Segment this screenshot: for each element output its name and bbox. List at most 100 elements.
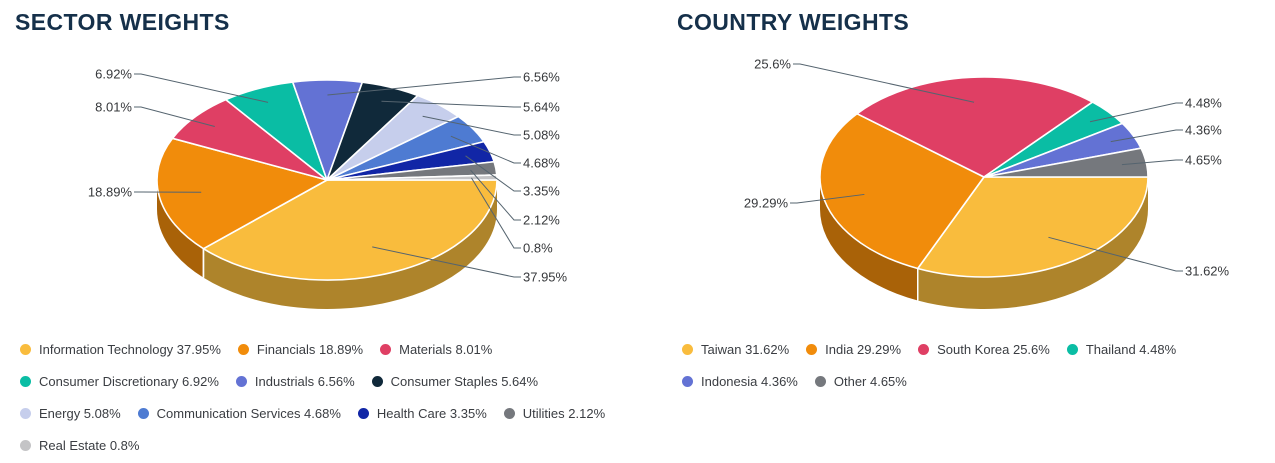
legend-item-materials[interactable]: Materials 8.01% — [380, 342, 492, 357]
legend-marker-materials — [380, 343, 392, 355]
legend-label: Materials 8.01% — [399, 341, 493, 357]
legend-marker-indonesia — [682, 375, 693, 387]
slice-value-label-health-care: 3.35% — [523, 184, 560, 199]
slice-value-label-information-technology: 37.95% — [523, 270, 568, 285]
legend-label: Consumer Staples 5.64% — [390, 373, 539, 389]
slice-value-label-consumer-staples: 5.64% — [523, 100, 560, 115]
legend-marker-energy — [20, 407, 31, 419]
slice-value-label-materials: 8.01% — [95, 100, 132, 115]
pie-slice-side-financials — [157, 180, 204, 278]
slice-value-label-india: 29.29% — [744, 196, 789, 211]
callout-line-materials — [134, 106, 215, 127]
slice-value-label-thailand: 4.48% — [1185, 96, 1222, 111]
slice-value-label-energy: 5.08% — [523, 128, 560, 143]
legend-label: South Korea 25.6% — [937, 341, 1050, 357]
slice-value-label-indonesia: 4.36% — [1185, 123, 1222, 138]
slice-value-label-real-estate: 0.8% — [523, 241, 553, 256]
legend-label: Health Care 3.35% — [376, 405, 487, 421]
callout-line-consumer-staples — [381, 100, 521, 108]
legend-marker-information-technology — [20, 343, 31, 355]
legend-marker-consumer-staples — [371, 375, 383, 387]
callout-line-utilities — [470, 169, 521, 221]
legend-label: Thailand 4.48% — [1085, 341, 1177, 357]
pie-slice-real-estate[interactable] — [326, 174, 498, 181]
legend-label: Consumer Discretionary 6.92% — [39, 373, 219, 389]
pie-slice-india[interactable] — [819, 112, 985, 270]
legend-marker-industrials — [235, 375, 247, 387]
legend-item-utilities[interactable]: Utilities 2.12% — [503, 405, 606, 421]
legend-item-india[interactable]: India 29.29% — [806, 342, 901, 357]
legend-label: Information Technology 37.95% — [39, 341, 221, 357]
legend-row: Information Technology 37.95% Financials … — [20, 339, 605, 359]
legend-row: Energy 5.08% Communication Services 4.68%… — [20, 403, 605, 423]
legend-item-taiwan[interactable]: Taiwan 31.62% — [682, 342, 789, 357]
legend-row: Indonesia 4.36% Other 4.65% — [682, 371, 1176, 391]
pie-slice-south-korea[interactable] — [856, 76, 1094, 178]
callout-line-south-korea — [793, 63, 975, 103]
pie-slice-information-technology[interactable] — [202, 179, 498, 281]
callout-line-india — [790, 193, 865, 204]
legend-item-energy[interactable]: Energy 5.08% — [20, 406, 121, 421]
country-pie-chart: 31.62% 29.29% 25.6% 4.48% 4.36% 4.65% — [744, 57, 1230, 309]
legend-marker-thailand — [1066, 343, 1078, 355]
legend-label: Industrials 6.56% — [254, 373, 355, 389]
slice-value-label-communication-services: 4.68% — [523, 156, 560, 171]
callout-line-indonesia — [1110, 129, 1183, 143]
legend-label: Communication Services 4.68% — [156, 405, 341, 421]
legend-marker-financials — [237, 343, 249, 355]
legend-item-real-estate[interactable]: Real Estate 0.8% — [20, 438, 139, 453]
sector-legend: Information Technology 37.95% Financials … — [20, 339, 605, 463]
legend-marker-real-estate — [20, 439, 31, 451]
country-legend: Taiwan 31.62% India 29.29% South Korea 25.… — [682, 339, 1176, 403]
legend-label: Other 4.65% — [833, 373, 907, 389]
legend-marker-south-korea — [918, 343, 930, 355]
legend-label: Energy 5.08% — [39, 405, 121, 421]
country-weights-title: COUNTRY WEIGHTS — [677, 9, 910, 35]
callout-line-consumer-discretionary — [134, 73, 269, 103]
legend-label: Financials 18.89% — [256, 341, 364, 357]
callout-line-health-care — [465, 155, 521, 192]
legend-label: Utilities 2.12% — [522, 405, 606, 421]
legend-item-thailand[interactable]: Thailand 4.48% — [1066, 341, 1177, 357]
legend-item-other[interactable]: Other 4.65% — [814, 373, 907, 389]
pie-slice-financials[interactable] — [156, 137, 328, 250]
pie-slice-side-taiwan — [917, 177, 1148, 309]
callout-line-information-technology — [372, 246, 521, 278]
legend-item-financials[interactable]: Financials 18.89% — [237, 341, 364, 357]
pie-slice-side-information-technology — [203, 180, 498, 309]
legend-label: India 29.29% — [825, 341, 902, 357]
legend-item-south-korea[interactable]: South Korea 25.6% — [918, 342, 1050, 357]
legend-item-consumer-discretionary[interactable]: Consumer Discretionary 6.92% — [20, 374, 219, 389]
callout-line-real-estate — [471, 177, 521, 249]
legend-marker-india — [806, 343, 818, 355]
callout-line-taiwan — [1048, 236, 1183, 272]
legend-label: Indonesia 4.36% — [701, 373, 798, 389]
legend-label: Real Estate 0.8% — [39, 437, 140, 453]
legend-row: Real Estate 0.8% — [20, 435, 605, 455]
legend-item-information-technology[interactable]: Information Technology 37.95% — [20, 342, 221, 357]
pie-slice-side-india — [820, 177, 918, 301]
legend-item-health-care[interactable]: Health Care 3.35% — [357, 405, 487, 421]
callout-line-communication-services — [450, 135, 521, 164]
legend-marker-communication-services — [137, 407, 149, 419]
legend-item-consumer-staples[interactable]: Consumer Staples 5.64% — [371, 373, 539, 389]
legend-row: Consumer Discretionary 6.92% Industrials … — [20, 371, 605, 391]
legend-marker-health-care — [357, 407, 369, 419]
legend-row: Taiwan 31.62% India 29.29% South Korea 25.… — [682, 339, 1176, 359]
slice-value-label-industrials: 6.56% — [523, 70, 560, 85]
callout-line-energy — [422, 115, 521, 136]
legend-item-indonesia[interactable]: Indonesia 4.36% — [682, 374, 798, 389]
legend-label: Taiwan 31.62% — [701, 341, 790, 357]
callout-line-thailand — [1089, 102, 1183, 123]
slice-value-label-taiwan: 31.62% — [1185, 264, 1230, 279]
legend-marker-utilities — [503, 407, 515, 419]
legend-item-communication-services[interactable]: Communication Services 4.68% — [137, 405, 341, 421]
legend-marker-consumer-discretionary — [20, 375, 31, 387]
slice-value-label-financials: 18.89% — [88, 185, 133, 200]
slice-value-label-other: 4.65% — [1185, 153, 1222, 168]
legend-item-industrials[interactable]: Industrials 6.56% — [235, 373, 355, 389]
slice-value-label-consumer-discretionary: 6.92% — [95, 67, 132, 82]
legend-marker-taiwan — [682, 343, 693, 355]
pie-slice-taiwan[interactable] — [916, 176, 1149, 278]
legend-marker-other — [814, 375, 826, 387]
